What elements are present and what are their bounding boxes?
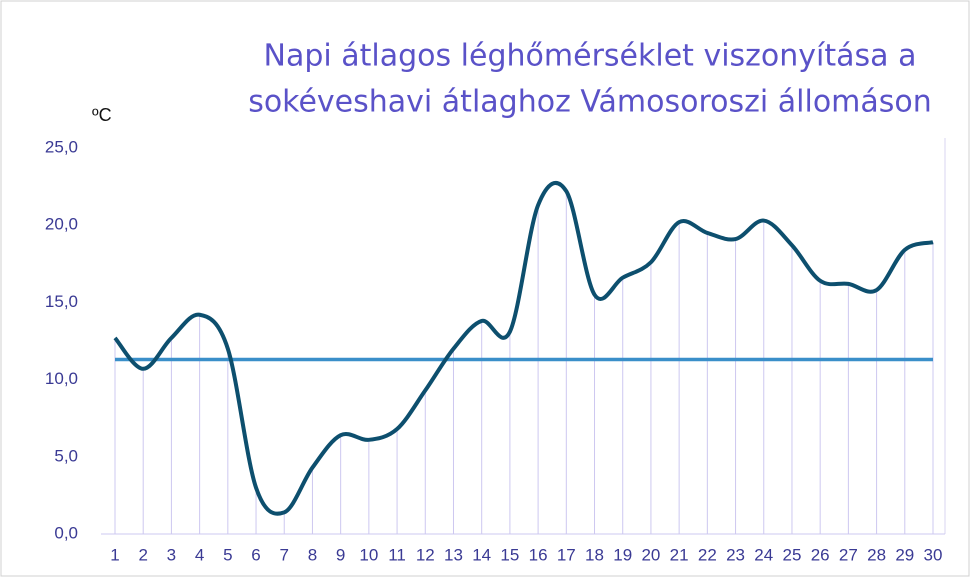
x-tick-label: 27 bbox=[839, 545, 858, 564]
x-tick-label: 30 bbox=[924, 545, 943, 564]
y-axis-label: ºC bbox=[92, 105, 112, 125]
y-tick-label: 5,0 bbox=[54, 446, 78, 465]
x-tick-label: 15 bbox=[500, 545, 519, 564]
x-tick-label: 5 bbox=[223, 545, 232, 564]
x-tick-label: 28 bbox=[867, 545, 886, 564]
x-tick-label: 19 bbox=[613, 545, 632, 564]
x-tick-label: 2 bbox=[138, 545, 147, 564]
x-tick-label: 8 bbox=[308, 545, 317, 564]
x-tick-label: 17 bbox=[557, 545, 576, 564]
x-tick-label: 26 bbox=[811, 545, 830, 564]
x-tick-label: 7 bbox=[280, 545, 289, 564]
x-tick-label: 16 bbox=[529, 545, 548, 564]
x-tick-label: 11 bbox=[388, 545, 406, 564]
y-tick-label: 10,0 bbox=[45, 369, 78, 388]
x-tick-label: 21 bbox=[670, 545, 689, 564]
chart-title: Napi átlagos léghőmérséklet viszonyítása… bbox=[264, 39, 917, 74]
chart-title: sokéveshavi átlaghoz Vámosoroszi állomás… bbox=[248, 85, 932, 120]
x-tick-label: 23 bbox=[726, 545, 745, 564]
x-tick-label: 13 bbox=[444, 545, 463, 564]
x-tick-label: 3 bbox=[167, 545, 176, 564]
y-tick-label: 15,0 bbox=[45, 292, 78, 311]
x-tick-label: 10 bbox=[359, 545, 378, 564]
x-tick-label: 1 bbox=[110, 545, 119, 564]
x-tick-label: 18 bbox=[585, 545, 604, 564]
x-tick-label: 29 bbox=[895, 545, 914, 564]
temperature-line bbox=[113, 180, 934, 516]
x-tick-label: 4 bbox=[195, 545, 204, 564]
x-tick-label: 14 bbox=[472, 545, 491, 564]
y-tick-label: 25,0 bbox=[45, 137, 78, 156]
x-tick-label: 22 bbox=[698, 545, 717, 564]
x-tick-label: 12 bbox=[416, 545, 435, 564]
x-tick-label: 25 bbox=[783, 545, 802, 564]
x-tick-label: 6 bbox=[251, 545, 260, 564]
x-tick-label: 9 bbox=[336, 545, 345, 564]
y-tick-label: 20,0 bbox=[45, 215, 78, 234]
x-tick-label: 20 bbox=[641, 545, 660, 564]
x-tick-label: 24 bbox=[754, 545, 773, 564]
y-tick-label: 0,0 bbox=[54, 523, 78, 542]
